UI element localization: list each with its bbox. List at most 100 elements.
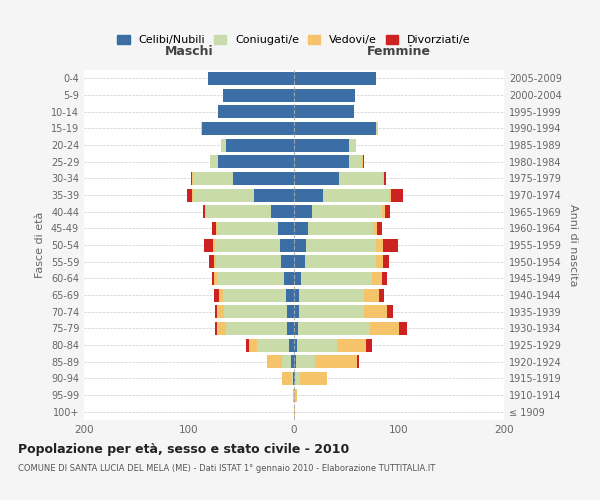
Bar bbox=[294, 188, 323, 202]
Bar bbox=[280, 238, 294, 252]
Bar bbox=[295, 372, 301, 385]
Bar bbox=[294, 255, 305, 268]
Bar bbox=[218, 155, 294, 168]
Bar bbox=[294, 88, 355, 102]
Bar bbox=[286, 288, 294, 302]
Text: Popolazione per età, sesso e stato civile - 2010: Popolazione per età, sesso e stato civil… bbox=[18, 442, 349, 456]
Bar bbox=[373, 222, 377, 235]
Bar bbox=[362, 155, 364, 168]
Bar bbox=[221, 138, 226, 151]
Bar bbox=[257, 338, 289, 351]
Bar bbox=[206, 205, 271, 218]
Bar bbox=[215, 305, 217, 318]
Y-axis label: Fasce di età: Fasce di età bbox=[35, 212, 45, 278]
Bar bbox=[357, 355, 359, 368]
Bar bbox=[291, 355, 294, 368]
Bar bbox=[271, 205, 294, 218]
Bar bbox=[305, 238, 376, 252]
Bar bbox=[301, 272, 372, 285]
Bar bbox=[294, 372, 295, 385]
Bar bbox=[391, 188, 403, 202]
Bar bbox=[213, 238, 215, 252]
Bar bbox=[376, 122, 378, 135]
Bar bbox=[323, 188, 389, 202]
Text: Femmine: Femmine bbox=[367, 44, 431, 58]
Bar bbox=[297, 338, 337, 351]
Bar bbox=[294, 322, 298, 335]
Bar bbox=[216, 222, 217, 235]
Bar bbox=[294, 388, 297, 402]
Bar bbox=[220, 288, 223, 302]
Bar bbox=[233, 172, 294, 185]
Bar bbox=[284, 272, 294, 285]
Bar bbox=[214, 288, 220, 302]
Bar bbox=[226, 138, 294, 151]
Text: COMUNE DI SANTA LUCIA DEL MELA (ME) - Dati ISTAT 1° gennaio 2010 - Elaborazione : COMUNE DI SANTA LUCIA DEL MELA (ME) - Da… bbox=[18, 464, 435, 473]
Bar bbox=[305, 255, 376, 268]
Bar bbox=[212, 222, 217, 235]
Bar bbox=[383, 238, 398, 252]
Bar bbox=[193, 188, 254, 202]
Bar bbox=[382, 205, 385, 218]
Bar bbox=[204, 238, 213, 252]
Bar bbox=[385, 172, 386, 185]
Bar bbox=[289, 338, 294, 351]
Bar bbox=[299, 305, 364, 318]
Bar bbox=[203, 205, 205, 218]
Bar bbox=[367, 338, 372, 351]
Bar bbox=[337, 338, 367, 351]
Bar bbox=[217, 322, 226, 335]
Bar bbox=[301, 372, 326, 385]
Text: Maschi: Maschi bbox=[164, 44, 214, 58]
Bar bbox=[214, 255, 217, 268]
Bar bbox=[192, 172, 193, 185]
Bar bbox=[200, 122, 202, 135]
Bar bbox=[382, 272, 388, 285]
Bar bbox=[218, 105, 294, 118]
Bar bbox=[215, 322, 217, 335]
Bar bbox=[376, 255, 383, 268]
Bar bbox=[376, 238, 383, 252]
Bar bbox=[294, 122, 376, 135]
Bar bbox=[287, 322, 294, 335]
Bar bbox=[294, 238, 305, 252]
Bar bbox=[246, 338, 249, 351]
Bar bbox=[294, 338, 297, 351]
Bar bbox=[372, 272, 382, 285]
Bar bbox=[294, 72, 376, 85]
Bar bbox=[389, 188, 391, 202]
Bar bbox=[187, 188, 192, 202]
Bar bbox=[315, 355, 357, 368]
Bar bbox=[349, 138, 356, 151]
Bar bbox=[294, 105, 354, 118]
Bar bbox=[294, 272, 301, 285]
Bar bbox=[215, 238, 280, 252]
Bar bbox=[192, 188, 193, 202]
Bar bbox=[294, 222, 308, 235]
Bar bbox=[193, 172, 233, 185]
Bar bbox=[349, 155, 362, 168]
Bar bbox=[217, 305, 224, 318]
Bar bbox=[294, 172, 339, 185]
Bar bbox=[291, 372, 293, 385]
Bar bbox=[223, 288, 286, 302]
Bar bbox=[296, 355, 315, 368]
Bar bbox=[209, 255, 214, 268]
Bar bbox=[224, 305, 287, 318]
Bar bbox=[370, 322, 399, 335]
Bar bbox=[223, 88, 294, 102]
Bar bbox=[293, 372, 294, 385]
Bar bbox=[202, 122, 294, 135]
Bar bbox=[298, 322, 370, 335]
Bar bbox=[339, 172, 383, 185]
Bar bbox=[212, 272, 214, 285]
Bar bbox=[385, 205, 389, 218]
Bar bbox=[294, 405, 295, 418]
Bar bbox=[377, 222, 382, 235]
Bar bbox=[281, 255, 294, 268]
Bar bbox=[294, 205, 312, 218]
Bar bbox=[294, 305, 299, 318]
Bar bbox=[217, 272, 284, 285]
Bar bbox=[210, 155, 218, 168]
Bar bbox=[208, 72, 294, 85]
